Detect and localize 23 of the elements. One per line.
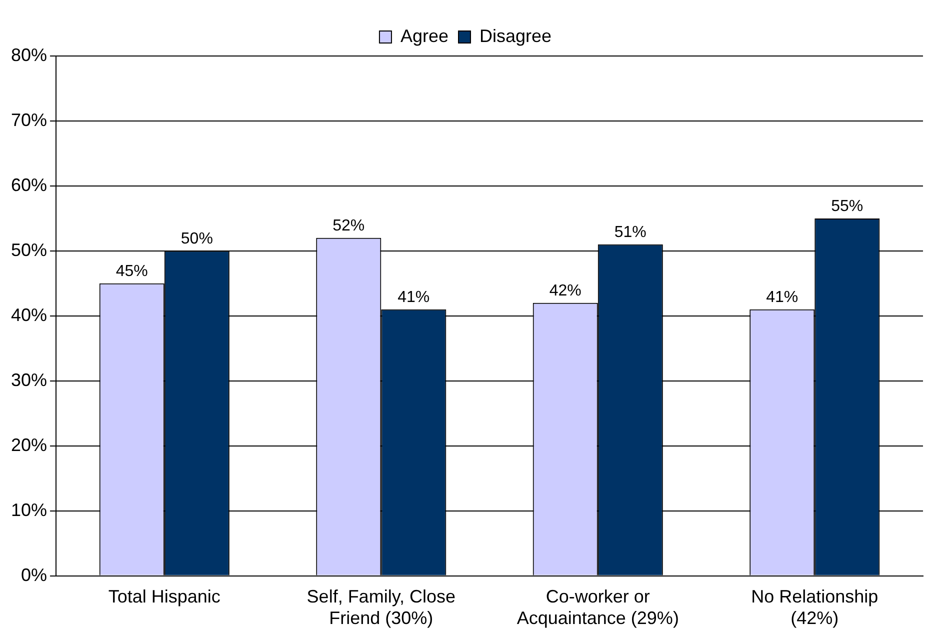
data-label: 52%: [332, 217, 365, 234]
data-label: 42%: [549, 282, 582, 300]
y-tick-label: 70%: [10, 110, 48, 130]
data-label: 51%: [614, 224, 646, 241]
y-tick-label: 0%: [21, 564, 48, 585]
data-label: 55%: [831, 198, 864, 215]
y-tick-label: 50%: [10, 240, 48, 260]
x-tick-label: No Relationship (42%): [751, 586, 878, 628]
y-tick-label: 60%: [10, 174, 48, 195]
data-label: 41%: [398, 288, 430, 306]
y-tick-label: 10%: [10, 500, 48, 520]
data-label: 41%: [766, 288, 798, 306]
x-tick-label: Total Hispanic: [108, 586, 220, 607]
legend-label: Agree: [400, 26, 449, 46]
data-label: 45%: [116, 262, 148, 280]
x-tick-label: Co-worker or Acquaintance (29%): [516, 586, 679, 628]
legend-label: Disagree: [480, 26, 552, 46]
y-tick-label: 80%: [10, 44, 48, 65]
y-tick-label: 40%: [10, 304, 48, 325]
y-tick-label: 30%: [10, 370, 48, 390]
y-tick-label: 20%: [10, 434, 48, 455]
x-tick-label: Self, Family, Close Friend (30%): [306, 586, 456, 628]
data-label: 50%: [180, 230, 213, 248]
